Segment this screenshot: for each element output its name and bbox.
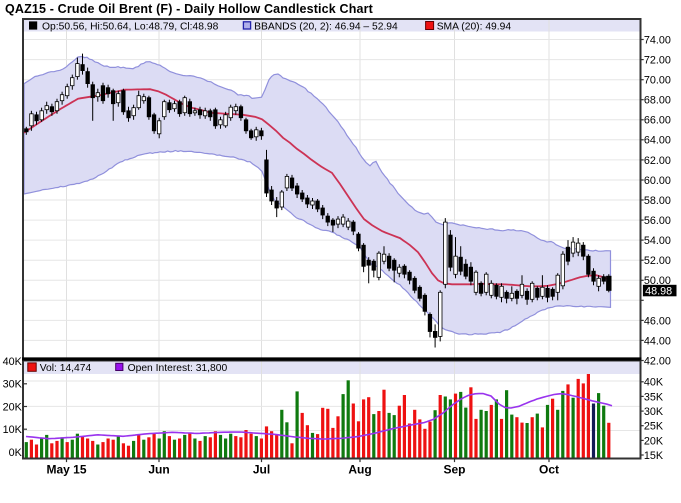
svg-text:52.00: 52.00 <box>644 255 671 267</box>
svg-text:Oct: Oct <box>539 463 559 477</box>
svg-text:15K: 15K <box>644 450 664 462</box>
svg-text:10K: 10K <box>3 424 23 436</box>
svg-text:30K: 30K <box>644 406 664 418</box>
svg-text:56.00: 56.00 <box>644 215 671 227</box>
svg-text:35K: 35K <box>644 391 664 403</box>
svg-text:66.00: 66.00 <box>644 115 671 127</box>
svg-text:Vol: 14,474: Vol: 14,474 <box>40 363 92 374</box>
svg-text:42.00: 42.00 <box>644 355 671 367</box>
svg-text:40K: 40K <box>644 377 664 389</box>
svg-text:30K: 30K <box>3 379 23 391</box>
svg-text:48.98: 48.98 <box>645 286 672 298</box>
svg-text:46.00: 46.00 <box>644 315 671 327</box>
svg-text:Sep: Sep <box>443 463 465 477</box>
svg-text:BBANDS (20, 2): 46.94 – 52.94: BBANDS (20, 2): 46.94 – 52.94 <box>254 21 398 32</box>
svg-text:54.00: 54.00 <box>644 235 671 247</box>
svg-text:60.00: 60.00 <box>644 175 671 187</box>
svg-text:50.00: 50.00 <box>644 275 671 287</box>
svg-text:62.00: 62.00 <box>644 155 671 167</box>
svg-text:May 15: May 15 <box>46 463 86 477</box>
svg-text:Jun: Jun <box>148 463 169 477</box>
svg-text:Open Interest: 31,800: Open Interest: 31,800 <box>128 363 228 374</box>
svg-text:58.00: 58.00 <box>644 195 671 207</box>
svg-text:Op:50.56, Hi:50.64, Lo:48.79,: Op:50.56, Hi:50.64, Lo:48.79, Cl:48.98 <box>42 21 219 32</box>
svg-text:68.00: 68.00 <box>644 95 671 107</box>
svg-text:74.00: 74.00 <box>644 34 671 46</box>
svg-text:QAZ15 - Crude Oil Brent (F) -: QAZ15 - Crude Oil Brent (F) - Daily Holl… <box>5 2 374 16</box>
svg-text:70.00: 70.00 <box>644 75 671 87</box>
svg-text:20K: 20K <box>3 401 23 413</box>
svg-text:25K: 25K <box>644 421 664 433</box>
svg-text:44.00: 44.00 <box>644 335 671 347</box>
svg-text:0K: 0K <box>9 447 23 459</box>
svg-text:Aug: Aug <box>348 463 371 477</box>
svg-text:64.00: 64.00 <box>644 135 671 147</box>
svg-text:40K: 40K <box>3 356 23 368</box>
svg-text:20K: 20K <box>644 435 664 447</box>
svg-text:72.00: 72.00 <box>644 55 671 67</box>
svg-text:Jul: Jul <box>253 463 270 477</box>
svg-text:SMA (20): 49.94: SMA (20): 49.94 <box>437 21 512 32</box>
